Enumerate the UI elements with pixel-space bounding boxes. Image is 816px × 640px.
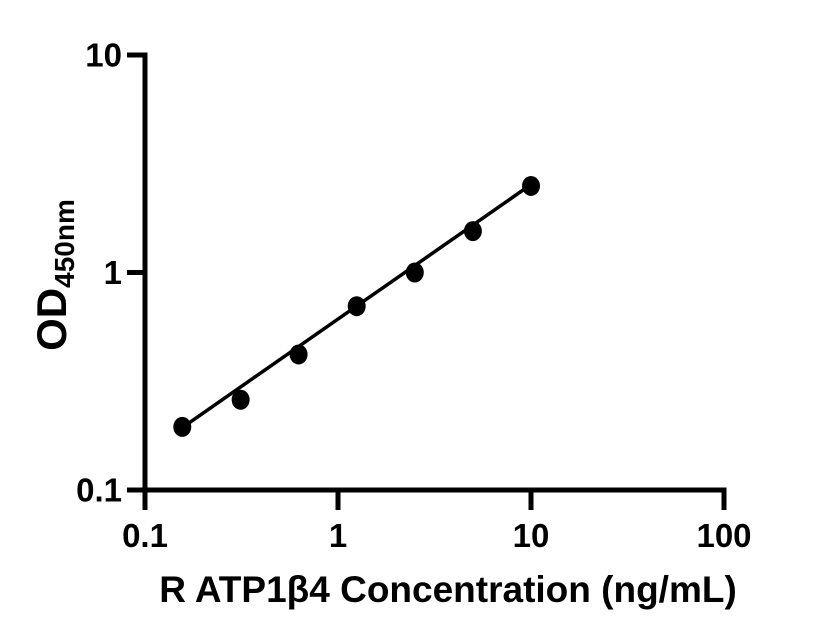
x-axis-title: R ATP1β4 Concentration (ng/mL) <box>159 569 737 610</box>
data-point <box>231 389 250 410</box>
data-point <box>463 221 482 242</box>
axes <box>127 52 727 510</box>
data-point <box>173 416 192 437</box>
x-tick-label: 0.1 <box>122 517 168 554</box>
svg-text:OD450nm: OD450nm <box>28 199 80 351</box>
data-point <box>289 344 308 365</box>
data-point <box>347 296 366 317</box>
x-tick-label: 100 <box>696 517 751 554</box>
x-tick-label: 10 <box>513 517 550 554</box>
tick-marks <box>127 52 727 510</box>
x-tick-label: 1 <box>329 517 347 554</box>
y-tick-label: 10 <box>85 37 122 74</box>
y-axis-title-main: OD <box>28 288 75 351</box>
y-tick-label: 0.1 <box>76 472 122 509</box>
tick-labels: 0.1 1 10 100 0.1 1 10 <box>76 37 751 555</box>
y-axis-title: OD450nm <box>28 199 80 351</box>
y-tick-label: 1 <box>104 254 122 291</box>
data-point <box>522 175 540 196</box>
data-series <box>173 175 540 437</box>
data-point <box>405 262 424 283</box>
y-axis-title-subscript: 450nm <box>49 199 80 288</box>
